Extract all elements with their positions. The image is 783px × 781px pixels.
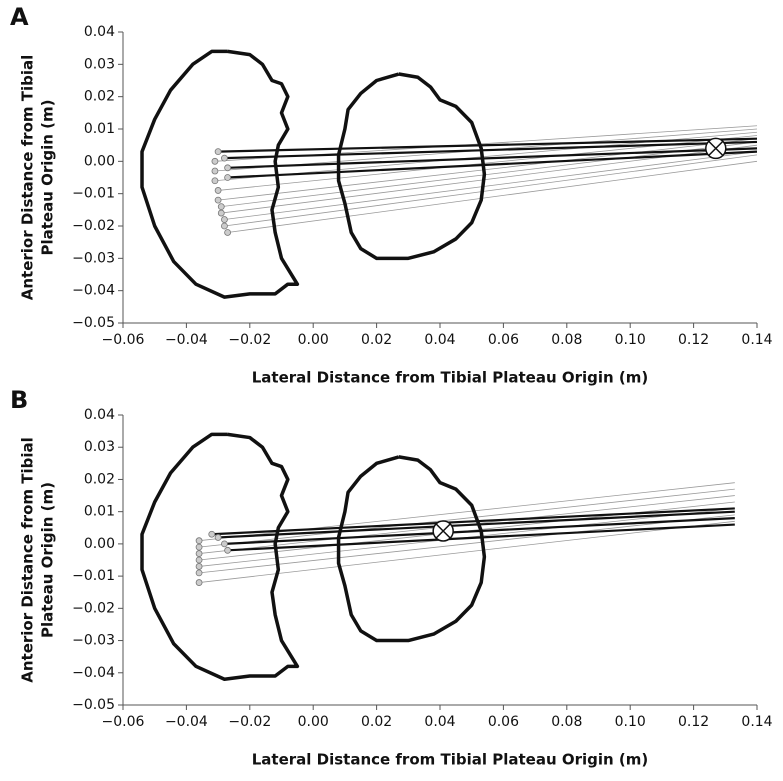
x-tick-label: 0.04: [424, 332, 455, 348]
fiber-origin: [217, 209, 225, 217]
x-tick-label: 0.04: [424, 714, 455, 730]
y-tick-label: 0.03: [84, 439, 115, 455]
y-tick-label: 0.04: [84, 24, 115, 40]
x-tick-label: 0.02: [361, 714, 392, 730]
x-tick-label: 0.06: [488, 332, 519, 348]
y-tick-label: −0.01: [72, 568, 115, 584]
fiber-origin: [211, 177, 219, 185]
y-tick-label: −0.02: [72, 600, 115, 616]
plateau-outline: [140, 432, 300, 681]
fiber-line: [211, 507, 735, 536]
plateau-outline: [336, 455, 487, 643]
x-tick-label: −0.06: [102, 332, 145, 348]
center-marker-cross: [435, 523, 451, 539]
y-tick-label: −0.03: [72, 633, 115, 649]
x-tick-label: 0.00: [298, 714, 329, 730]
y-tick-label: 0.02: [84, 89, 115, 105]
fiber-origin: [221, 222, 228, 230]
fiber-origin: [195, 563, 203, 570]
fiber-origin: [221, 540, 228, 548]
fiber-origin: [214, 148, 222, 156]
y-tick-label: −0.02: [72, 218, 115, 234]
fiber-line: [199, 520, 735, 583]
fiber-origin: [195, 556, 203, 564]
y-tick-label: 0.00: [84, 536, 115, 552]
plateau-outline: [140, 49, 300, 299]
x-tick-label: 0.06: [488, 714, 519, 730]
x-tick-label: 0.12: [678, 332, 709, 348]
x-tick-label: 0.02: [361, 332, 392, 348]
y-tick-label: −0.05: [72, 697, 115, 713]
y-tick-label: 0.00: [84, 153, 115, 169]
fiber-origin: [214, 187, 222, 194]
x-tick-label: −0.02: [228, 714, 271, 730]
fiber-line: [224, 151, 758, 220]
fiber-origin: [224, 164, 232, 172]
fiber-line: [199, 514, 735, 574]
panel-label: B: [10, 386, 28, 414]
x-axis-label: Lateral Distance from Tibial Plateau Ori…: [252, 369, 649, 387]
x-tick-label: −0.06: [102, 714, 145, 730]
y-tick-label: −0.04: [72, 665, 115, 681]
fiber-origin: [211, 167, 219, 175]
y-axis-label: Anterior Distance from Tibial: [19, 55, 37, 300]
fiber-origin: [195, 537, 203, 545]
x-tick-label: 0.08: [551, 714, 582, 730]
y-tick-label: 0.03: [84, 56, 115, 72]
panel-label: A: [10, 3, 29, 31]
fiber-origin: [224, 546, 232, 554]
fiber-line: [224, 140, 758, 160]
fiber-origin: [224, 174, 232, 181]
y-axis-label: Anterior Distance from Tibial: [19, 437, 37, 682]
fiber-origin: [224, 229, 232, 236]
fiber-origin: [195, 543, 203, 551]
x-tick-label: 0.12: [678, 714, 709, 730]
x-tick-label: 0.10: [615, 332, 646, 348]
x-tick-label: −0.04: [165, 714, 208, 730]
y-tick-label: 0.01: [84, 121, 115, 137]
fiber-origin: [195, 550, 203, 557]
y-axis-label: Plateau Origin (m): [39, 482, 57, 638]
fiber-line: [199, 488, 735, 548]
fiber-origin: [195, 569, 203, 577]
fiber-origin: [211, 157, 219, 165]
x-tick-label: 0.14: [741, 714, 772, 730]
x-tick-label: 0.10: [615, 714, 646, 730]
x-tick-label: −0.02: [228, 332, 271, 348]
fiber-line: [227, 150, 758, 179]
center-marker-cross: [708, 140, 724, 156]
y-tick-label: 0.04: [84, 407, 115, 423]
fiber-origin: [195, 579, 203, 586]
x-tick-label: 0.14: [741, 332, 772, 348]
fiber-origin: [221, 154, 228, 162]
x-axis-label: Lateral Distance from Tibial Plateau Ori…: [252, 751, 649, 769]
x-tick-label: −0.04: [165, 332, 208, 348]
fiber-line: [218, 138, 758, 201]
fiber-line: [227, 160, 758, 233]
fiber-line: [227, 147, 758, 169]
y-tick-label: −0.04: [72, 283, 115, 299]
fiber-line: [218, 510, 735, 539]
fiber-origin: [221, 216, 228, 223]
y-tick-label: −0.05: [72, 315, 115, 331]
fiber-origin: [214, 196, 222, 204]
fiber-line: [218, 137, 758, 153]
y-axis-label: Plateau Origin (m): [39, 99, 57, 255]
plateau-outline: [336, 72, 487, 261]
x-tick-label: 0.00: [298, 332, 329, 348]
y-tick-label: 0.02: [84, 471, 115, 487]
fiber-origin: [214, 534, 222, 541]
y-tick-label: −0.03: [72, 250, 115, 266]
fiber-origin: [208, 530, 216, 538]
y-tick-label: −0.01: [72, 186, 115, 202]
y-tick-label: 0.01: [84, 504, 115, 520]
fiber-origin: [217, 203, 225, 211]
fiber-line: [224, 154, 758, 227]
x-tick-label: 0.08: [551, 332, 582, 348]
